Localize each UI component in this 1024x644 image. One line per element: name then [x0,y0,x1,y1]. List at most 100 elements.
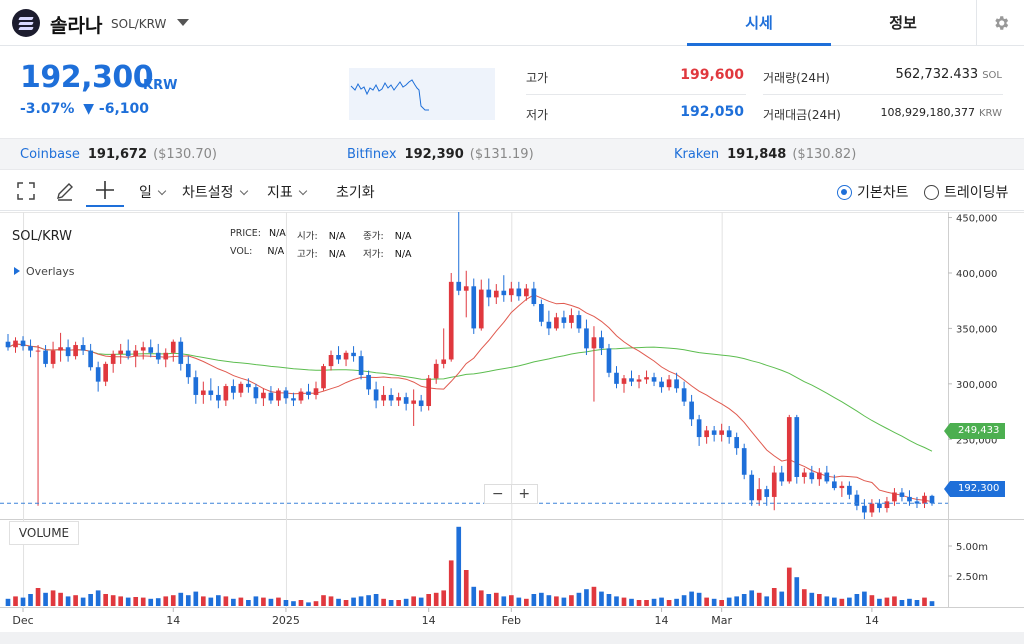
volume-bar [35,588,41,606]
volume-24h-label: 거래량(24H) [763,71,830,85]
volume-bar [396,600,401,606]
candle-body [666,379,672,388]
volume-bar [403,598,409,606]
fullscreen-button[interactable] [12,178,40,204]
volume-bar [801,589,807,606]
volume-bar [907,598,912,606]
candle-body [524,288,529,297]
exchange-coinbase[interactable]: Coinbase 191,672 ($130.70) [20,147,217,162]
radio-selected-icon [837,184,852,200]
candle-body [216,394,221,401]
x-tick-label: 2025 [272,614,300,627]
chart-settings-label: 차트설정 [182,185,234,201]
candle-body [651,377,657,382]
volume-bar [343,600,349,606]
exchange-bitfinex[interactable]: Bitfinex 192,390 ($131.19) [347,147,534,162]
candle-body [809,472,815,480]
volume-bar [862,591,867,606]
change-percent: -3.07% [20,101,75,117]
zoom-in-button[interactable]: + [518,486,531,502]
volume-bar [328,596,334,606]
candle-body [140,347,146,351]
volume-bar [478,590,484,606]
basic-chart-radio[interactable]: 기본차트 [837,182,909,202]
candle-body [847,485,852,495]
exchange-kraken[interactable]: Kraken 191,848 ($130.82) [674,147,856,162]
volume-bar [336,598,341,606]
candle-body [133,350,139,357]
volume-bar [276,597,281,606]
pair-dropdown-caret-icon[interactable] [177,19,189,26]
tab-info[interactable]: 정보 [889,14,917,32]
chart-settings-dropdown[interactable]: 차트설정 [182,182,248,202]
settings-gear-button[interactable] [976,0,1024,46]
coin-pair[interactable]: SOL/KRW [111,17,167,31]
candlestick-chart[interactable]: 450,000 400,000 350,000 300,000 250,000 5.00m… [0,212,1024,644]
candle-body [764,489,770,497]
volume-bar [20,597,26,606]
candle-body [155,352,161,360]
volume-bar [651,598,657,606]
candle-body [869,503,875,513]
gear-icon [994,16,1008,30]
volume-tick-label: 2.50m [956,572,988,583]
volume-bar [471,586,477,606]
volume-bar [140,597,146,606]
volume-bar [373,594,379,606]
crosshair-button[interactable] [86,175,124,207]
volume-bar [321,595,326,606]
draw-pen-button[interactable] [50,178,80,204]
volume-bar [741,594,747,606]
tradingview-radio[interactable]: 트레이딩뷰 [924,182,1008,202]
overlays-toggle[interactable]: Overlays [14,265,75,278]
volume-bar [13,596,18,606]
volume-bar [659,597,664,606]
indicators-dropdown[interactable]: 지표 [267,182,308,202]
volume-bar [899,600,905,606]
legend-value: N/A [328,249,346,260]
candle-body [231,386,236,393]
volume-bar [501,596,507,606]
candle-body [403,397,409,404]
candle-body [576,315,582,329]
volume-bar [28,594,33,606]
volume-bar [283,600,289,606]
volume-bar [561,597,567,606]
volume-bar [418,597,424,606]
candle-body [786,417,792,482]
candle-body [253,387,259,399]
exchange-price: 191,848 [727,147,787,162]
volume-bar [734,596,740,606]
volume-bar [313,601,319,606]
x-tick-label: 14 [166,614,180,627]
tab-market-price[interactable]: 시세 [687,0,831,46]
legend-label: 고가: [297,249,318,260]
volume-bar [914,600,920,606]
price-chart-area[interactable]: 450,000 400,000 350,000 300,000 250,000 5.00m… [0,212,1024,644]
exchange-name: Kraken [674,147,720,162]
y-tick-label: 300,000 [956,380,997,391]
candle-body [726,430,732,438]
candle-body [336,355,341,360]
candle-body [711,430,717,435]
legend-value: N/A [267,246,285,257]
candle-body [599,337,604,349]
candle-body [922,495,927,504]
volume-bar [463,570,469,606]
candle-body [328,355,334,367]
candle-body [621,378,627,384]
exchange-name: Coinbase [20,147,80,162]
volume-bar [546,595,552,606]
interval-dropdown[interactable]: 일 [139,182,167,202]
volume-bar [238,597,244,606]
legend-value: N/A [328,231,346,242]
zoom-out-button[interactable]: − [485,485,512,503]
candle-body [832,481,837,489]
reset-button[interactable]: 초기화 [336,185,375,201]
volume-24h-value: 562,732.433 SOL [840,67,1002,82]
candle-body [366,374,371,390]
exchange-name: Bitfinex [347,147,397,162]
volume-bar [358,596,364,606]
volume-bar [50,590,56,606]
legend-high: 고가: N/A [297,246,346,260]
